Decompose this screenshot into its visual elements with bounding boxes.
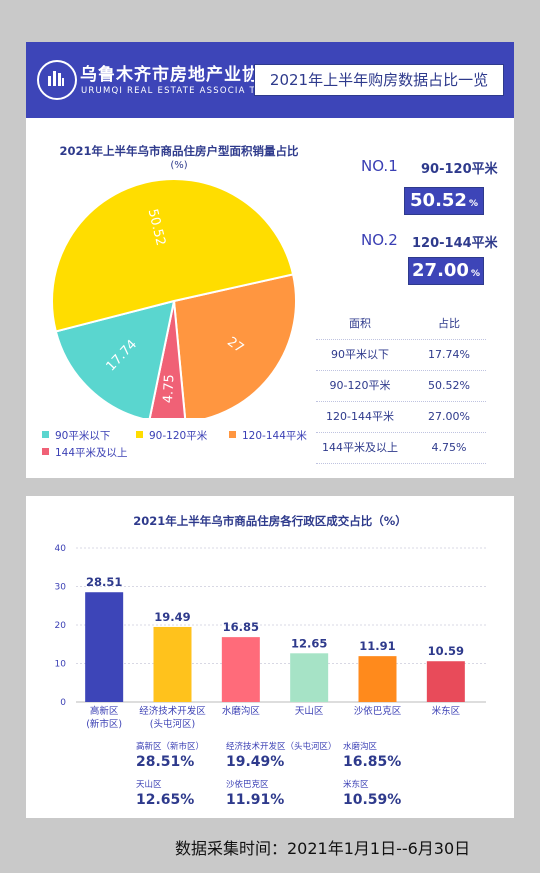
legend-item: 90平米以下 [42,428,110,443]
bar [290,653,329,702]
stat-value: 16.85% [343,754,402,770]
y-tick-label: 30 [55,583,67,593]
district-bar-chart: 0 10 20 30 40 28.51 高新区(新市区) 19.49 经济技术开发区(头屯河区)… [55,544,486,730]
y-tick-label: 20 [55,621,67,631]
legend-item: 120-144平米 [229,428,307,443]
stat-label: 高新区（新市区） [136,742,205,752]
legend-label: 90平米以下 [55,430,111,442]
table-row: 144平米及以上 4.75% [316,432,486,464]
x-category-label: (新市区) [86,718,122,730]
data-collection-period: 数据采集时间：2021年1月1日--6月30日 [175,839,471,858]
table-cell-share: 50.52% [428,379,470,392]
page-title: 2021年上半年购房数据占比一览 [254,64,504,96]
legend-swatch [42,448,49,455]
table-cell-area: 144平米及以上 [322,441,398,454]
bar [358,656,397,702]
stat-label: 沙依巴克区 [226,780,269,790]
legend-swatch [42,431,49,438]
stat-label: 经济技术开发区（头屯河区） [226,742,337,752]
bar-value-label: 16.85 [223,620,259,634]
rank-2-unit: % [470,269,480,279]
org-name-en: URUMQI REAL ESTATE ASSOCIA TION [81,86,276,96]
rank-1-unit: % [468,199,478,209]
pie-slice [54,299,176,418]
legend-swatch [229,431,236,438]
stat-value: 11.91% [226,792,285,808]
pie-slice [148,300,187,418]
y-tick-label: 40 [55,544,67,554]
stat-label: 水磨沟区 [343,742,378,752]
rank-2-value-box: 27.00% [408,257,484,285]
x-category-label: 经济技术开发区 [139,705,206,717]
table-row: 90-120平米 50.52% [316,370,486,402]
association-logo [37,60,77,100]
bar-chart-title: 2021年上半年乌市商品住房各行政区成交占比（%） [133,514,407,528]
stat-value: 28.51% [136,754,195,770]
legend-item: 144平米及以上 [42,445,128,460]
bar [221,637,260,702]
table-cell-share: 4.75% [431,441,467,454]
rank-1-range: 90-120平米 [421,162,498,177]
org-name-cn: 乌鲁木齐市房地产业协会 [80,65,278,85]
y-tick-label: 10 [55,660,67,670]
pie-slice [51,178,295,333]
rank-2-range: 120-144平米 [412,236,498,251]
rank-1-label: NO.1 [361,157,398,175]
building-logo-icon [48,71,64,86]
x-category-label: (头屯河区) [150,718,195,730]
table-cell-area: 90平米以下 [331,348,389,361]
bar [85,592,124,702]
table-header-area: 面积 [349,317,371,330]
rank-1-value: 50.52 [410,190,467,211]
pie-chart-title: 2021年上半年乌市商品住房户型面积销量占比 [59,144,299,158]
pie-slice-label: 4.75 [161,374,178,404]
x-category-label: 水磨沟区 [222,705,261,717]
bar-value-label: 28.51 [86,575,122,589]
stat-value: 12.65% [136,792,195,808]
bar-value-label: 10.59 [428,644,464,658]
pie-chart-unit: (%) [170,160,188,171]
rank-1-value-box: 50.52% [404,187,484,215]
x-category-label: 米东区 [432,705,461,717]
y-tick-label: 0 [60,698,66,708]
legend-label: 144平米及以上 [55,447,128,459]
bar-value-label: 12.65 [291,636,327,650]
table-cell-share: 27.00% [428,410,470,423]
bar-value-label: 19.49 [154,610,190,624]
table-row: 90平米以下 17.74% [316,339,486,371]
table-header-row: 面积 占比 [316,308,486,340]
rank-2-label: NO.2 [361,231,398,249]
table-cell-area: 120-144平米 [326,410,394,423]
bar [426,661,465,702]
bar-value-label: 11.91 [359,639,395,653]
pie-slice [172,273,297,418]
stat-value: 19.49% [226,754,285,770]
x-category-label: 天山区 [295,706,324,717]
table-cell-share: 17.74% [428,348,470,361]
legend-label: 120-144平米 [242,430,307,442]
table-header-share: 占比 [438,317,460,330]
legend-swatch [136,431,143,438]
table-cell-area: 90-120平米 [329,379,391,392]
table-row: 120-144平米 27.00% [316,401,486,433]
stat-value: 10.59% [343,792,402,808]
stat-label: 米东区 [343,780,369,790]
legend-item: 90-120平米 [136,428,207,443]
legend-label: 90-120平米 [149,430,208,442]
x-category-label: 高新区 [90,705,119,717]
x-category-label: 沙依巴克区 [354,705,402,717]
rank-2-value: 27.00 [412,260,469,281]
area-table: 面积 占比 90平米以下 17.74% 90-120平米 50.52% 120-… [316,308,486,464]
bar [153,626,192,702]
stat-label: 天山区 [136,780,162,790]
